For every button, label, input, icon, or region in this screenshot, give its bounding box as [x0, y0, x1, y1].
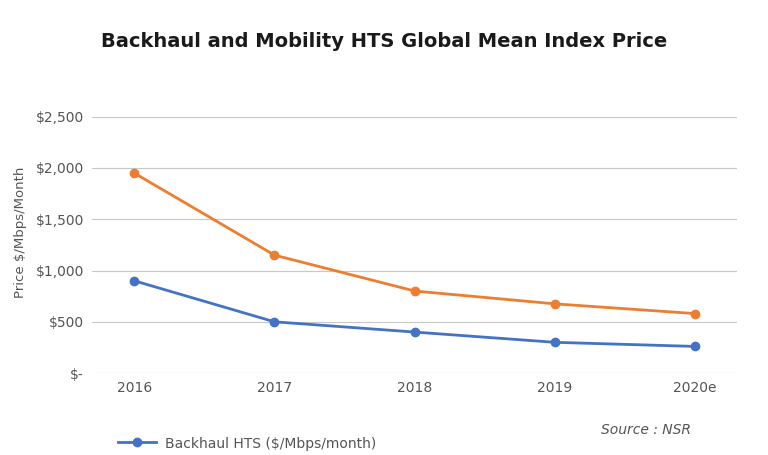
Text: Source : NSR: Source : NSR	[601, 423, 691, 437]
Mobility HTS ($/Mbps/month)	[270, 253, 279, 258]
Text: Backhaul and Mobility HTS Global Mean Index Price: Backhaul and Mobility HTS Global Mean In…	[101, 32, 667, 51]
Mobility HTS ($/Mbps/month)	[690, 311, 700, 316]
Mobility HTS ($/Mbps/month)	[130, 170, 139, 176]
Mobility HTS ($/Mbps/month)	[410, 288, 419, 294]
Backhaul HTS ($/Mbps/month)	[690, 344, 700, 349]
Y-axis label: Price $/Mbps/Month: Price $/Mbps/Month	[14, 167, 27, 298]
Backhaul HTS ($/Mbps/month)	[130, 278, 139, 283]
Backhaul HTS ($/Mbps/month)	[410, 329, 419, 335]
Line: Mobility HTS ($/Mbps/month): Mobility HTS ($/Mbps/month)	[130, 169, 700, 318]
Backhaul HTS ($/Mbps/month)	[270, 319, 279, 324]
Backhaul HTS ($/Mbps/month)	[551, 339, 560, 345]
Line: Backhaul HTS ($/Mbps/month): Backhaul HTS ($/Mbps/month)	[130, 277, 700, 351]
Mobility HTS ($/Mbps/month)	[551, 301, 560, 307]
Legend: Backhaul HTS ($/Mbps/month), Mobility HTS ($/Mbps/month): Backhaul HTS ($/Mbps/month), Mobility HT…	[112, 431, 382, 455]
